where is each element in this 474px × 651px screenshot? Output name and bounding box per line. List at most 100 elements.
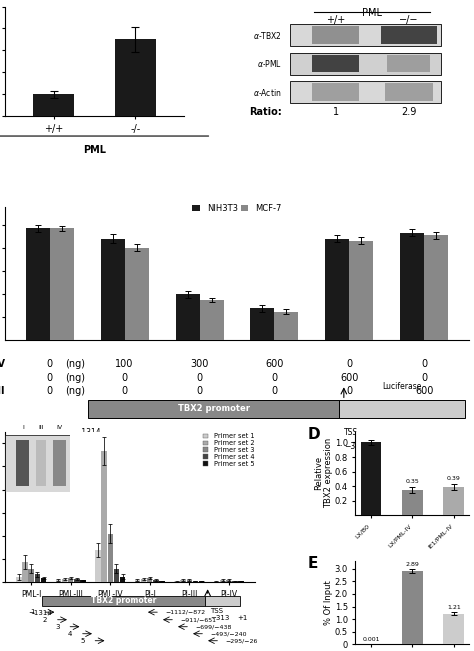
Text: 0: 0	[421, 359, 428, 369]
Bar	[114, 568, 119, 583]
Text: 1: 1	[30, 609, 35, 615]
Text: 0: 0	[46, 359, 53, 369]
Bar	[181, 580, 186, 583]
Text: 0.35: 0.35	[405, 479, 419, 484]
Text: $\alpha$-TBX2: $\alpha$-TBX2	[253, 29, 282, 40]
Bar	[232, 581, 237, 583]
Text: −/−: −/−	[399, 15, 419, 25]
Text: 600: 600	[340, 373, 358, 383]
Bar	[250, 308, 274, 340]
Text: 0: 0	[121, 386, 128, 396]
Text: 4: 4	[68, 631, 73, 637]
Text: PML-III: PML-III	[0, 386, 5, 396]
Text: −295/−26: −295/−26	[225, 638, 257, 643]
Text: 0.001: 0.001	[362, 637, 380, 643]
Text: 5: 5	[81, 638, 85, 644]
Bar	[115, 40, 156, 117]
Bar	[402, 490, 423, 515]
Bar	[424, 235, 448, 340]
Bar	[33, 94, 74, 117]
Text: PML-IV: PML-IV	[0, 359, 6, 369]
Bar	[100, 239, 125, 340]
Text: −1112/−872: −1112/−872	[165, 610, 205, 615]
Text: +1: +1	[237, 615, 248, 622]
Bar	[385, 83, 433, 101]
Bar	[174, 581, 180, 583]
Text: 0: 0	[46, 373, 53, 383]
Text: D: D	[308, 426, 320, 441]
Bar	[339, 400, 465, 418]
Bar	[74, 579, 80, 583]
Text: 0.39: 0.39	[447, 476, 461, 481]
Bar	[290, 53, 441, 75]
Bar	[381, 26, 437, 44]
Bar	[361, 443, 381, 515]
Text: Luciferase: Luciferase	[382, 382, 421, 391]
Legend: Primer set 1, Primer set 2, Primer set 3, Primer set 4, Primer set 5: Primer set 1, Primer set 2, Primer set 3…	[203, 434, 255, 467]
Text: $\alpha$-Actin: $\alpha$-Actin	[253, 87, 282, 98]
Bar	[274, 312, 299, 340]
Bar	[402, 572, 423, 644]
Bar	[220, 580, 225, 583]
Bar	[290, 24, 441, 46]
Bar	[120, 577, 125, 583]
Bar	[101, 451, 107, 583]
Bar	[41, 578, 46, 583]
Text: +/+: +/+	[326, 15, 345, 25]
Bar	[175, 294, 200, 340]
Bar	[349, 241, 374, 340]
Text: TBX2 promoter: TBX2 promoter	[178, 404, 250, 413]
Text: −1314: −1314	[75, 428, 101, 437]
Text: 1: 1	[332, 107, 338, 117]
Text: −313: −313	[344, 441, 365, 450]
Bar	[62, 579, 67, 583]
Bar	[125, 248, 148, 340]
Text: 0: 0	[346, 386, 353, 396]
Bar	[80, 580, 86, 583]
Bar	[16, 577, 21, 583]
Bar	[187, 580, 192, 583]
Text: −911/−651: −911/−651	[180, 617, 216, 622]
Text: 600: 600	[415, 386, 434, 396]
Bar	[387, 55, 430, 72]
Text: −1314: −1314	[28, 610, 52, 616]
Bar	[238, 581, 244, 583]
Bar	[35, 574, 40, 583]
Bar	[26, 229, 50, 340]
Y-axis label: Relative
TBX2 expression: Relative TBX2 expression	[314, 438, 333, 508]
Bar	[68, 578, 73, 583]
Bar	[290, 81, 441, 103]
Bar	[135, 580, 140, 583]
Text: 3: 3	[55, 624, 60, 630]
Text: 2: 2	[43, 616, 47, 623]
Text: +1: +1	[456, 441, 466, 450]
Text: 1.21: 1.21	[447, 605, 461, 611]
Bar	[226, 580, 231, 583]
Bar	[401, 233, 424, 340]
Bar	[141, 579, 146, 583]
Text: TSS: TSS	[210, 608, 223, 614]
Text: −313: −313	[210, 615, 229, 622]
Bar	[55, 580, 61, 583]
Text: 0: 0	[421, 373, 428, 383]
Text: 0: 0	[346, 359, 353, 369]
Bar	[153, 580, 159, 583]
Bar	[205, 596, 240, 605]
Bar	[159, 581, 165, 583]
Text: 0: 0	[272, 373, 277, 383]
Bar	[28, 568, 34, 583]
Bar	[312, 26, 359, 44]
Text: TBX2 promoter: TBX2 promoter	[91, 596, 156, 605]
Bar	[147, 578, 153, 583]
Bar	[22, 562, 27, 583]
Text: 600: 600	[265, 359, 283, 369]
Bar	[214, 581, 219, 583]
Bar	[193, 581, 198, 583]
Text: 2.89: 2.89	[405, 562, 419, 567]
Text: 0: 0	[272, 386, 277, 396]
Bar	[50, 229, 73, 340]
Bar	[42, 596, 205, 605]
Text: −493/−240: −493/−240	[210, 631, 246, 636]
Text: 0: 0	[197, 386, 202, 396]
Bar	[312, 55, 359, 72]
